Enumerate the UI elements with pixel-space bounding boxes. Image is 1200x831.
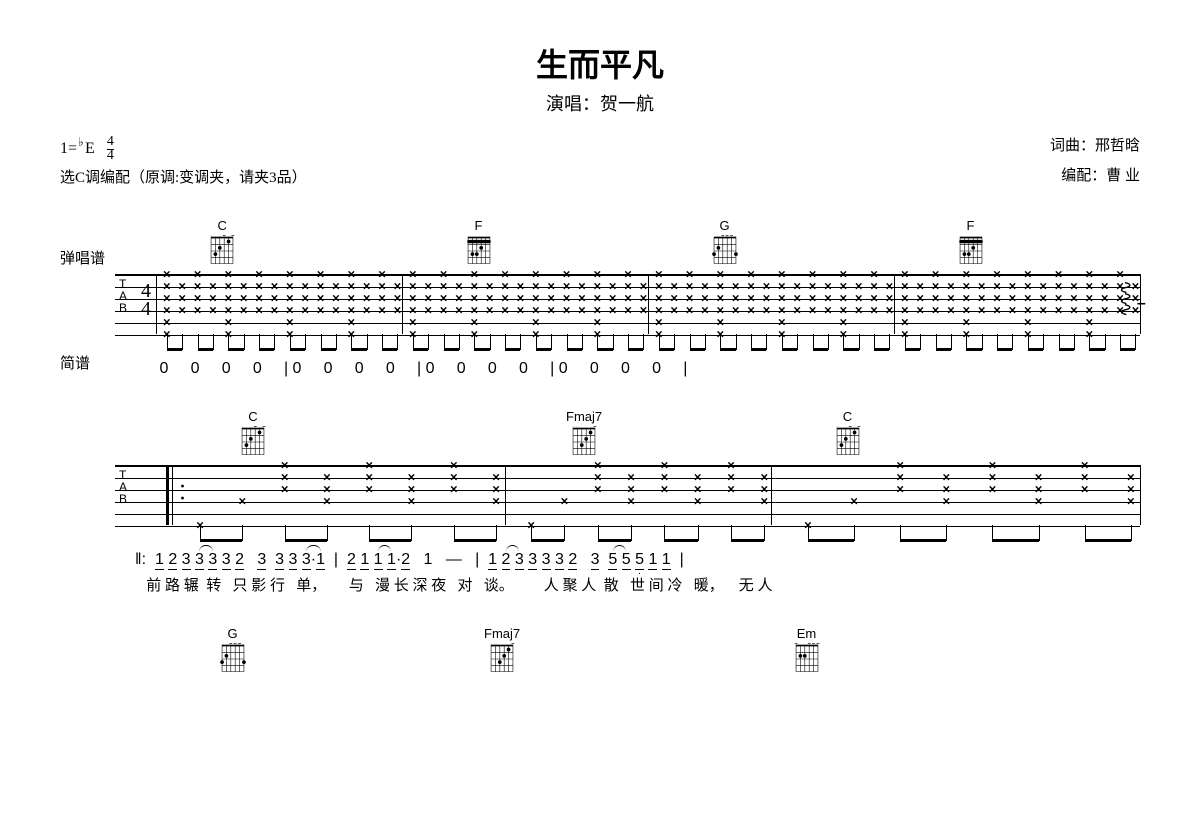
chord-F: F [956,218,986,267]
chord-Fmaj7: Fmaj7×× [484,626,520,675]
tab-staff-2: TAB · ·×××××××××××××××××××××××××××××××××… [115,463,1140,533]
chord-G: G [218,626,248,675]
chord-C: C× [833,409,863,458]
system-1: 弹唱谱 C× F G F TAB 4 4 ×××××××××××××××××××… [60,217,1140,342]
system-2-jianpu: ‖: 1 2 3 3 3 3 2 3 3 3 3·1 | 2 1 1 1·2 1… [60,543,1140,595]
singer-name: 贺一航 [600,94,654,114]
meta-row-2: 选C调编配（原调:变调夹，请夹3品） 编配：曹 业 [60,166,1140,197]
jianpu-line-1: 0 0 0 0 | 0 0 0 0 | 0 0 0 0 | 0 0 0 0 | [115,360,1140,378]
chord-C: C× [238,409,268,458]
chord-Em: Em [792,626,822,675]
system-2: C× Fmaj7×× C× TAB · ·×××××××××××××××××××… [60,408,1140,533]
tab-clef: TAB [119,278,127,314]
chord-Fmaj7: Fmaj7×× [566,409,602,458]
svg-text:×: × [494,643,497,646]
flat-symbol: ♭ [78,135,84,150]
svg-text:×: × [241,426,244,429]
singer-prefix: 演唱： [546,94,600,114]
svg-text:×: × [835,426,838,429]
key-signature: 1=♭ E [60,140,95,158]
arrange-note: 选C调编配（原调:变调夹，请夹3品） [60,166,307,187]
singer-line: 演唱：贺一航 [60,90,1140,116]
row-label-tab: 弹唱谱 [60,217,115,268]
chord-row-2: C× Fmaj7×× C× [115,408,1140,463]
chord-row-1: C× F G F [115,217,1140,272]
jianpu-line-2: ‖: 1 2 3 3 3 3 2 3 3 3 3·1 | 2 1 1 1·2 1… [115,551,1140,570]
chord-F: F [464,218,494,267]
chord-G: G [710,218,740,267]
chord-row-3: G Fmaj7×× Em [115,625,1140,680]
system-1-jianpu: 简谱 0 0 0 0 | 0 0 0 0 | 0 0 0 0 | 0 0 0 0… [60,352,1140,378]
chord-C: C× [207,218,237,267]
system-3: G Fmaj7×× Em [60,625,1140,680]
svg-text:×: × [572,426,575,429]
tab-timesig: 4 4 [141,282,151,318]
song-title: 生而平凡 [60,40,1140,86]
time-signature: 4 4 [107,136,114,162]
tab-clef-2: TAB [119,469,127,505]
tab-staff-1: TAB 4 4 ××××××××××××××××××××××××××××××××… [115,272,1140,342]
meta-row-1: 1=♭ E 4 4 词曲：邢哲晗 [60,136,1140,162]
row-label-jianpu: 简谱 [60,352,115,373]
svg-text:×: × [490,643,493,646]
lyric-line-2: 前 路 辗 转 只 影 行 单， 与 漫 长 深 夜 对 谈。 人 聚 人 散 … [115,574,1140,595]
credits: 词曲：邢哲晗 [1050,136,1140,162]
svg-text:×: × [576,426,579,429]
svg-text:×: × [210,235,213,238]
